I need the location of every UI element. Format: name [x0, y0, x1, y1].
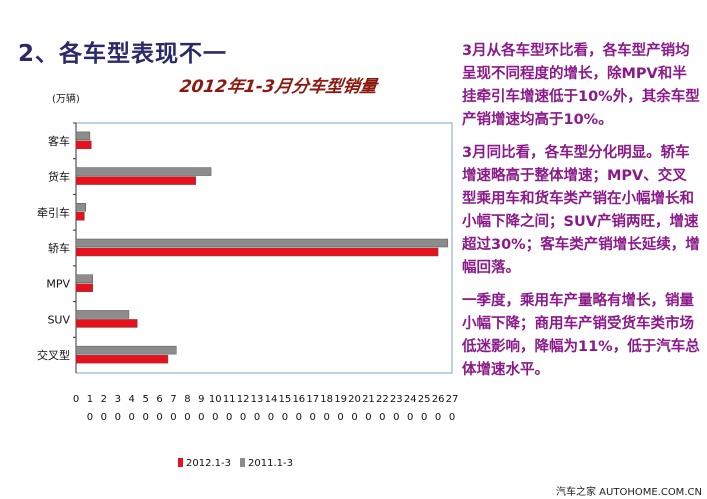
x-tick-label: 27 — [446, 394, 459, 405]
bar-2012-2 — [75, 212, 85, 221]
x-tick-label-suffix: 0 — [212, 412, 218, 423]
x-tick-label: 12 — [237, 394, 250, 405]
x-tick-label-suffix: 0 — [142, 412, 148, 423]
x-tick-label: 19 — [334, 394, 347, 405]
x-tick-label-suffix: 0 — [184, 412, 190, 423]
y-tick-label: 货车 — [48, 170, 70, 184]
x-tick-label: 25 — [418, 394, 431, 405]
x-tick-label: 22 — [376, 394, 389, 405]
commentary-paragraph-1: 3月从各车型环比看，各车型产销均呈现不同程度的增长，除MPV和半挂牵引车增速低于… — [462, 43, 700, 128]
bar-2011-0 — [75, 131, 91, 141]
x-tick-label-suffix: 0 — [323, 412, 329, 423]
bar-2011-1 — [75, 167, 212, 176]
x-tick-label: 26 — [432, 394, 445, 405]
bar-2012-1 — [75, 176, 197, 185]
unit-label: (万辆) — [52, 94, 80, 105]
x-tick-label: 8 — [184, 394, 190, 405]
x-tick-label: 23 — [390, 394, 403, 405]
x-tick-label: 9 — [198, 394, 204, 405]
bar-2012-0 — [75, 140, 92, 150]
x-tick-label: 7 — [170, 394, 176, 405]
x-tick-label-suffix: 0 — [351, 412, 357, 423]
legend-label-1: 2011.1-3 — [248, 458, 293, 469]
legend-swatch-1 — [240, 458, 245, 467]
x-tick-label-suffix: 0 — [337, 412, 343, 423]
x-tick-label: 13 — [251, 394, 264, 405]
x-tick-label: 14 — [265, 394, 278, 405]
x-tick-label: 18 — [320, 394, 333, 405]
x-tick-label-suffix: 0 — [379, 412, 385, 423]
y-tick-label: 轿车 — [48, 241, 70, 255]
x-tick-label-suffix: 0 — [115, 412, 121, 423]
x-tick-label-suffix: 0 — [129, 412, 135, 423]
x-tick-label: 5 — [142, 394, 148, 405]
bar-2011-2 — [75, 203, 86, 212]
x-tick-label-suffix: 0 — [101, 412, 107, 423]
y-tick-label: 牵引车 — [37, 205, 70, 219]
x-tick-label-suffix: 0 — [240, 412, 246, 423]
x-tick-label: 4 — [129, 394, 135, 405]
source-watermark: 汽车之家 AUTOHOME.COM.CN — [556, 487, 702, 498]
bar-2011-3 — [75, 238, 449, 248]
x-tick-label-suffix: 0 — [226, 412, 232, 423]
y-tick-label: 客车 — [48, 134, 70, 148]
x-tick-label-suffix: 0 — [156, 412, 162, 423]
commentary-paragraph-3: 一季度，乘用车产量略有增长，销量小幅下降；商用车产销受货车类市场低迷影响，降幅为… — [462, 293, 700, 378]
bar-2012-6 — [75, 354, 169, 364]
x-tick-label: 2 — [101, 394, 107, 405]
x-tick-label: 24 — [404, 394, 417, 405]
x-tick-label: 15 — [279, 394, 292, 405]
x-tick-label-suffix: 0 — [310, 412, 316, 423]
bar-2012-5 — [75, 319, 138, 328]
y-tick-label: 交叉型 — [37, 348, 70, 362]
commentary-panel: 3月从各车型环比看，各车型产销均呈现不同程度的增长，除MPV和半挂牵引车增速低于… — [462, 40, 700, 392]
x-tick-label: 21 — [362, 394, 375, 405]
x-tick-label: 0 — [73, 394, 79, 405]
y-tick-label: SUV — [47, 313, 70, 326]
x-tick-label-suffix: 0 — [198, 412, 204, 423]
x-tick-label-suffix: 0 — [435, 412, 441, 423]
x-tick-label: 10 — [209, 394, 222, 405]
x-tick-label: 16 — [292, 394, 305, 405]
x-tick-label-suffix: 0 — [407, 412, 413, 423]
x-tick-label-suffix: 0 — [365, 412, 371, 423]
bar-2011-5 — [75, 310, 130, 319]
legend-label-0: 2012.1-3 — [186, 458, 231, 469]
x-tick-label-suffix: 0 — [421, 412, 427, 423]
x-tick-label-suffix: 0 — [296, 412, 302, 423]
x-tick-label-suffix: 0 — [87, 412, 93, 423]
y-tick-label: MPV — [46, 278, 70, 291]
x-tick-label-suffix: 0 — [449, 412, 455, 423]
x-tick-label: 20 — [348, 394, 361, 405]
x-tick-label: 17 — [306, 394, 319, 405]
x-tick-label-suffix: 0 — [254, 412, 260, 423]
x-tick-label-suffix: 0 — [170, 412, 176, 423]
legend-swatch-0 — [178, 458, 183, 467]
x-tick-label: 3 — [115, 394, 121, 405]
commentary-paragraph-2: 3月同比看，各车型分化明显。轿车增速略高于整体增速；MPV、交叉型乘用车和货车类… — [462, 145, 700, 276]
x-tick-label-suffix: 0 — [282, 412, 288, 423]
bar-2012-4 — [75, 283, 93, 292]
x-tick-label-suffix: 0 — [393, 412, 399, 423]
x-tick-label: 11 — [223, 394, 236, 405]
bar-2011-4 — [75, 274, 93, 283]
x-tick-label-suffix: 0 — [268, 412, 274, 423]
x-tick-label: 1 — [87, 394, 93, 405]
page-heading: 2、各车型表现不一 — [18, 41, 228, 67]
bar-2012-3 — [75, 247, 439, 257]
bar-2011-6 — [75, 345, 177, 355]
x-tick-label: 6 — [156, 394, 162, 405]
